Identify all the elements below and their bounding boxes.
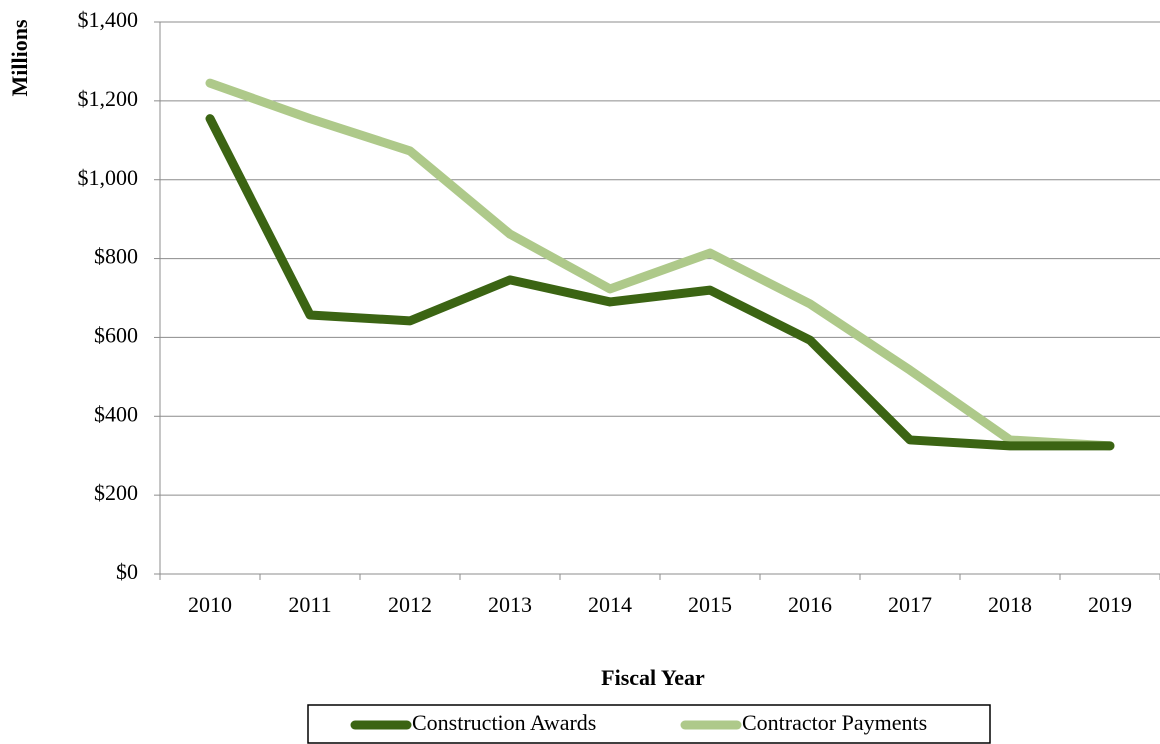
x-tick-label: 2012 [388,592,432,617]
y-tick-label: $1,000 [78,165,139,190]
legend-label: Construction Awards [412,710,596,735]
y-tick-label: $200 [94,480,138,505]
y-axis-title: Millions [7,19,32,96]
x-tick-label: 2017 [888,592,932,617]
y-tick-label: $600 [94,322,138,347]
x-axis-title: Fiscal Year [601,665,705,690]
legend-box [307,704,991,744]
x-tick-label: 2014 [588,592,632,617]
y-tick-label: $1,400 [78,7,139,32]
y-tick-label: $1,200 [78,86,139,111]
x-tick-label: 2013 [488,592,532,617]
x-tick-label: 2019 [1088,592,1132,617]
x-tick-label: 2011 [288,592,331,617]
y-tick-label: $0 [116,559,138,584]
y-tick-label: $800 [94,244,138,269]
x-tick-label: 2016 [788,592,832,617]
series-line [205,78,1115,451]
x-tick-label: 2018 [988,592,1032,617]
x-tick-label: 2010 [188,592,232,617]
series-line [205,114,1115,451]
legend-label: Contractor Payments [742,710,927,735]
x-tick-label: 2015 [688,592,732,617]
y-tick-label: $400 [94,401,138,426]
